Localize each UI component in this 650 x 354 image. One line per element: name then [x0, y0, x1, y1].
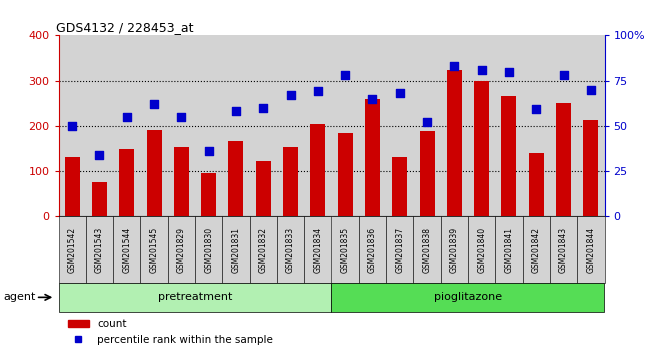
Text: GSM201837: GSM201837 — [395, 227, 404, 273]
Point — [449, 63, 460, 69]
Text: GSM201841: GSM201841 — [504, 227, 514, 273]
Text: GSM201544: GSM201544 — [122, 227, 131, 273]
Text: GSM201842: GSM201842 — [532, 227, 541, 273]
Bar — [556, 103, 571, 216]
Point — [94, 152, 105, 158]
Bar — [447, 70, 462, 216]
Bar — [255, 161, 271, 216]
Point — [531, 107, 541, 112]
Bar — [337, 133, 353, 216]
Bar — [501, 96, 517, 216]
Text: pretreatment: pretreatment — [158, 292, 232, 302]
Text: GSM201835: GSM201835 — [341, 227, 350, 273]
Bar — [119, 149, 135, 216]
Text: GSM201838: GSM201838 — [422, 227, 432, 273]
Point — [176, 114, 187, 119]
Point — [285, 92, 296, 98]
Bar — [474, 80, 489, 216]
Text: GSM201545: GSM201545 — [150, 227, 159, 273]
Text: GSM201833: GSM201833 — [286, 227, 295, 273]
Text: GSM201543: GSM201543 — [95, 227, 104, 273]
Bar — [64, 157, 80, 216]
Point — [586, 87, 596, 92]
Point — [558, 72, 569, 78]
Bar — [283, 147, 298, 216]
Text: GSM201840: GSM201840 — [477, 227, 486, 273]
Bar — [365, 99, 380, 216]
Point — [340, 72, 350, 78]
Bar — [583, 120, 599, 216]
Text: pioglitazone: pioglitazone — [434, 292, 502, 302]
Text: GSM201839: GSM201839 — [450, 227, 459, 273]
Point — [258, 105, 268, 110]
Point — [149, 101, 159, 107]
Text: GSM201829: GSM201829 — [177, 227, 186, 273]
Bar — [528, 153, 544, 216]
Bar — [201, 173, 216, 216]
Point — [367, 96, 378, 101]
Text: GSM201834: GSM201834 — [313, 227, 322, 273]
Text: GSM201831: GSM201831 — [231, 227, 240, 273]
Text: GDS4132 / 228453_at: GDS4132 / 228453_at — [56, 21, 193, 34]
Legend: count, percentile rank within the sample: count, percentile rank within the sample — [64, 315, 277, 349]
Point — [67, 123, 77, 129]
Point — [203, 148, 214, 154]
Point — [395, 90, 405, 96]
Point — [422, 119, 432, 125]
Bar — [310, 124, 326, 216]
Bar — [419, 131, 435, 216]
Text: agent: agent — [3, 292, 36, 302]
Text: GSM201832: GSM201832 — [259, 227, 268, 273]
Point — [231, 108, 241, 114]
Text: GSM201542: GSM201542 — [68, 227, 77, 273]
Bar — [92, 182, 107, 216]
Point — [476, 67, 487, 73]
Bar — [228, 142, 244, 216]
Bar — [146, 130, 162, 216]
Point — [313, 88, 323, 94]
Text: GSM201836: GSM201836 — [368, 227, 377, 273]
Bar — [392, 157, 408, 216]
Bar — [174, 147, 189, 216]
Point — [504, 69, 514, 74]
Text: GSM201843: GSM201843 — [559, 227, 568, 273]
Text: GSM201844: GSM201844 — [586, 227, 595, 273]
Point — [122, 114, 132, 119]
Text: GSM201830: GSM201830 — [204, 227, 213, 273]
